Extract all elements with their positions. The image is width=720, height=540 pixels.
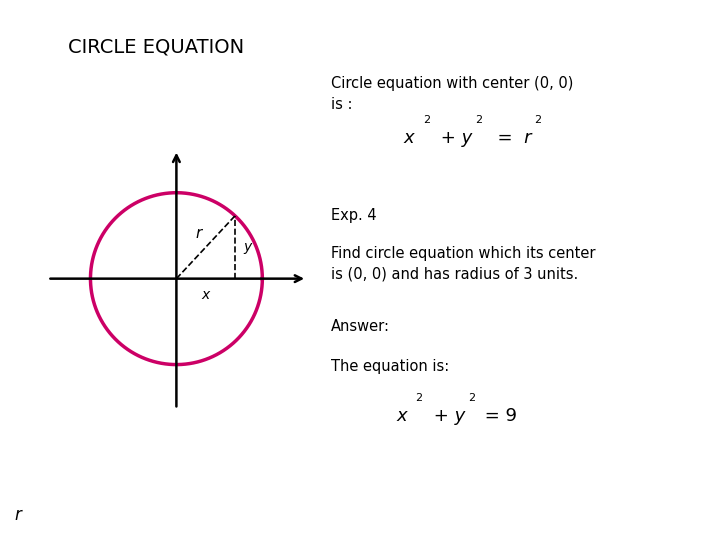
Text: x: x: [403, 129, 414, 147]
Text: y: y: [243, 240, 252, 254]
Text: r: r: [14, 506, 22, 524]
Text: 2: 2: [423, 114, 430, 125]
Text: Exp. 4: Exp. 4: [331, 208, 377, 223]
Text: + y: + y: [435, 129, 472, 147]
Text: = 9: = 9: [479, 407, 517, 425]
Text: Answer:: Answer:: [331, 319, 390, 334]
Text: + y: + y: [428, 407, 465, 425]
Text: x: x: [396, 407, 407, 425]
Text: 2: 2: [415, 393, 423, 403]
Text: The equation is:: The equation is:: [331, 359, 449, 374]
Text: Find circle equation which its center
is (0, 0) and has radius of 3 units.: Find circle equation which its center is…: [331, 246, 595, 282]
Text: 2: 2: [475, 114, 482, 125]
Text: 2: 2: [534, 114, 541, 125]
Text: 2: 2: [468, 393, 475, 403]
Text: x: x: [202, 288, 210, 302]
Text: Circle equation with center (0, 0)
is :: Circle equation with center (0, 0) is :: [331, 76, 574, 112]
Text: =  r: = r: [486, 129, 531, 147]
Text: r: r: [196, 226, 202, 241]
Text: CIRCLE EQUATION: CIRCLE EQUATION: [68, 38, 245, 57]
